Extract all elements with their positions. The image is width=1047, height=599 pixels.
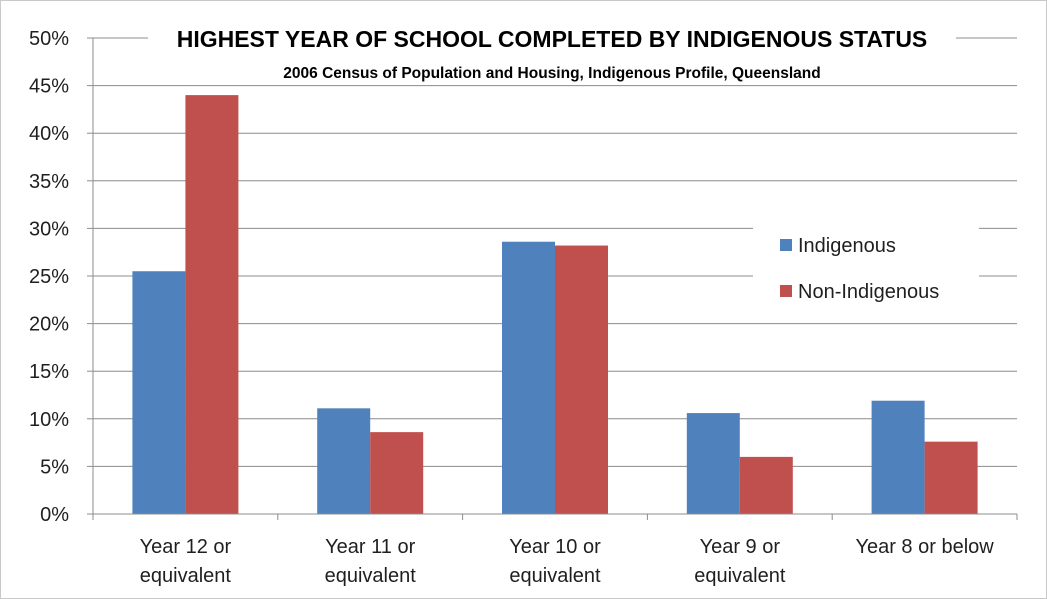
x-category-label: Year 9 or	[700, 536, 781, 558]
subtitle-background	[225, 59, 879, 83]
legend-swatch-non-indigenous	[780, 285, 792, 297]
x-category-label: Year 12 or	[140, 536, 232, 558]
bar-non-indigenous-2	[555, 245, 608, 514]
y-tick-label: 25%	[29, 266, 69, 288]
y-tick-label: 45%	[29, 76, 69, 98]
legend: Indigenous Non-Indigenous	[753, 223, 979, 313]
legend-label-non-indigenous: Non-Indigenous	[798, 281, 939, 303]
bar-indigenous-4	[871, 400, 925, 514]
y-axis-tick-labels: 0% 5% 10% 15% 20% 25% 30% 35% 40% 45% 50%	[29, 28, 69, 526]
bar-indigenous-2	[502, 241, 555, 514]
title-background	[148, 23, 956, 53]
chart-subtitle: 2006 Census of Population and Housing, I…	[283, 65, 820, 82]
x-category-label: equivalent	[694, 565, 786, 587]
x-category-label: Year 10 or	[509, 536, 601, 558]
y-tick-label: 35%	[29, 171, 69, 193]
y-tick-label: 30%	[29, 218, 69, 240]
y-tick-label: 5%	[40, 456, 69, 478]
bar-indigenous-1	[317, 408, 371, 514]
x-category-label: equivalent	[325, 565, 417, 587]
axes	[87, 37, 1018, 520]
y-tick-label: 0%	[40, 504, 69, 526]
y-tick-label: 15%	[29, 361, 69, 383]
x-category-label: Year 11 or	[325, 536, 415, 558]
bar-non-indigenous-0	[185, 95, 239, 515]
x-category-label: equivalent	[140, 565, 232, 587]
bar-indigenous-3	[686, 413, 740, 514]
chart-title: HIGHEST YEAR OF SCHOOL COMPLETED BY INDI…	[177, 26, 928, 52]
bars	[132, 95, 978, 515]
legend-background	[753, 223, 979, 313]
bar-non-indigenous-3	[739, 456, 793, 514]
y-tick-label: 20%	[29, 314, 69, 336]
x-category-label: Year 8 or below	[855, 536, 994, 558]
bar-non-indigenous-1	[370, 432, 424, 514]
legend-label-indigenous: Indigenous	[798, 235, 896, 257]
y-tick-label: 10%	[29, 409, 69, 431]
bar-indigenous-0	[132, 271, 186, 514]
x-category-label: equivalent	[509, 565, 601, 587]
x-axis-category-labels: Year 12 or equivalent Year 11 or equivalent…	[140, 536, 995, 587]
legend-swatch-indigenous	[780, 239, 792, 251]
y-tick-label: 40%	[29, 123, 69, 145]
bar-non-indigenous-4	[924, 441, 978, 514]
y-tick-label: 50%	[29, 28, 69, 50]
